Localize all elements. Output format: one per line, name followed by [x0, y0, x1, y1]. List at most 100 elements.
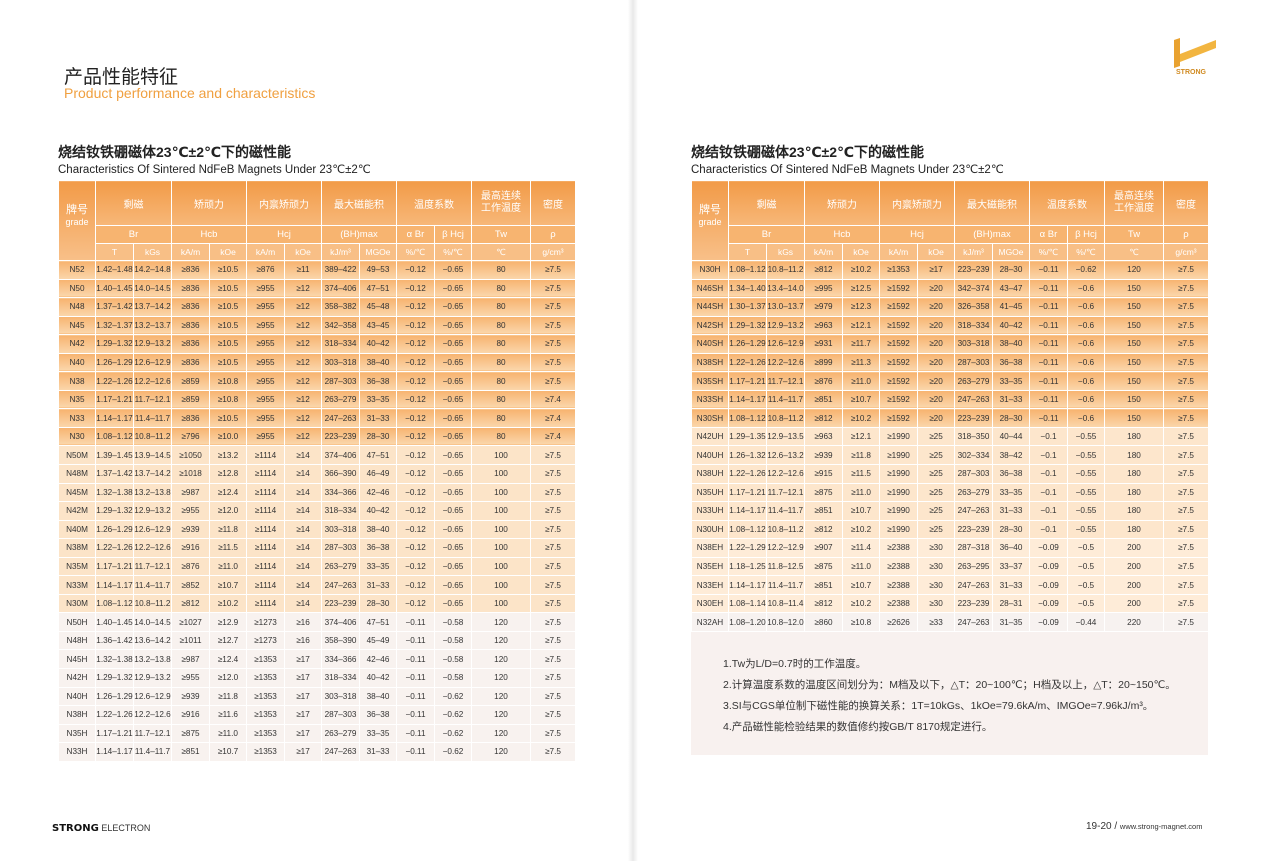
value-cell: 223–239: [321, 426, 360, 447]
value-cell: ≥10.8: [842, 612, 880, 632]
value-cell: −0.11: [1029, 260, 1068, 280]
value-cell: 33–35: [359, 723, 397, 744]
value-cell: ≥7.5: [1163, 371, 1209, 391]
value-cell: −0.12: [396, 519, 435, 540]
value-cell: 13.4–14.0: [766, 278, 805, 299]
value-cell: −0.1: [1029, 482, 1068, 503]
value-cell: ≥20: [917, 389, 955, 410]
group-header: 剩磁: [95, 180, 172, 226]
value-cell: ≥30: [917, 593, 955, 614]
value-cell: 1.32–1.37: [95, 315, 134, 336]
value-cell: ≥7.5: [1163, 464, 1209, 484]
value-cell: −0.44: [1067, 612, 1105, 632]
value-cell: 31–33: [359, 742, 397, 762]
value-cell: ≥10.5: [209, 315, 247, 336]
group-header: 内禀矫顽力: [879, 180, 955, 226]
value-cell: 14.2–14.8: [133, 260, 172, 280]
value-cell: ≥916: [171, 705, 210, 725]
value-cell: ≥11.7: [842, 334, 880, 354]
value-cell: 1.22–1.26: [728, 352, 767, 373]
value-cell: −0.11: [1029, 371, 1068, 391]
value-cell: −0.65: [434, 260, 472, 280]
grade-cell: N35H: [58, 723, 96, 744]
value-cell: 28–30: [992, 519, 1030, 540]
grade-cell: N50M: [58, 445, 96, 466]
value-cell: −0.55: [1067, 464, 1105, 484]
symbol-header: Hcb: [171, 225, 247, 244]
grade-cell: N30M: [58, 593, 96, 614]
value-cell: ≥2388: [879, 538, 918, 558]
value-cell: −0.6: [1067, 297, 1105, 317]
value-cell: 80: [471, 408, 531, 428]
group-header: 内禀矫顽力: [246, 180, 322, 226]
value-cell: ≥11.5: [842, 464, 880, 484]
value-cell: 1.08–1.14: [728, 593, 767, 614]
value-cell: 1.29–1.32: [95, 668, 134, 688]
group-header: 密度: [1163, 180, 1209, 226]
value-cell: −0.11: [1029, 278, 1068, 299]
value-cell: ≥7.5: [530, 501, 576, 521]
value-cell: 326–358: [954, 297, 993, 317]
value-cell: ≥836: [171, 334, 210, 354]
value-cell: 12.6–12.9: [133, 519, 172, 540]
value-cell: ≥14: [284, 482, 322, 503]
value-cell: ≥1592: [879, 371, 918, 391]
value-cell: ≥14: [284, 464, 322, 484]
value-cell: ≥20: [917, 371, 955, 391]
unit-header: kGs: [766, 243, 805, 261]
value-cell: 11.4–11.7: [766, 575, 805, 595]
value-cell: −0.6: [1067, 408, 1105, 428]
value-cell: ≥963: [804, 315, 843, 336]
value-cell: 12.9–13.2: [133, 668, 172, 688]
value-cell: ≥7.5: [1163, 297, 1209, 317]
value-cell: 13.6–14.2: [133, 630, 172, 651]
unit-header: kA/m: [246, 243, 285, 261]
value-cell: ≥30: [917, 575, 955, 595]
table-row: N32AH 1.08–1.20 10.8–12.0 ≥860 ≥10.8 ≥2626 ≥33…: [691, 612, 1209, 632]
table-row: N38M 1.22–1.26 12.2–12.6 ≥916 ≥11.5 ≥1114 ≥14 2…: [58, 538, 576, 558]
value-cell: −0.62: [434, 686, 472, 707]
value-cell: ≥7.4: [530, 426, 576, 447]
value-cell: 318–334: [954, 315, 993, 336]
value-cell: 1.34–1.40: [728, 278, 767, 299]
value-cell: ≥13.2: [209, 445, 247, 466]
table-row: N48M 1.37–1.42 13.7–14.2 ≥1018 ≥12.8 ≥1114 ≥14…: [58, 464, 576, 484]
value-cell: ≥7.5: [1163, 501, 1209, 521]
unit-header: ℃: [471, 243, 531, 261]
value-cell: ≥14: [284, 556, 322, 577]
value-cell: ≥7.5: [1163, 352, 1209, 373]
table-row: N38 1.22–1.26 12.2–12.6 ≥859 ≥10.8 ≥955 ≥12 287…: [58, 371, 576, 391]
value-cell: ≥11.0: [209, 556, 247, 577]
value-cell: ≥16: [284, 612, 322, 632]
value-cell: −0.12: [396, 315, 435, 336]
grade-cell: N50: [58, 278, 96, 299]
value-cell: ≥7.5: [1163, 278, 1209, 299]
value-cell: ≥7.5: [530, 630, 576, 651]
magnet-properties-table-left: 牌号 grade 剩磁 矫顽力 内禀矫顽力 最大磁能积 温度系数 最高连续工作温度 密度 Br Hc…: [58, 180, 576, 762]
value-cell: ≥12: [284, 334, 322, 354]
value-cell: 31–35: [992, 612, 1030, 632]
value-cell: 1.14–1.17: [728, 501, 767, 521]
value-cell: −0.65: [434, 389, 472, 410]
value-cell: ≥1990: [879, 482, 918, 503]
grade-cell: N45: [58, 315, 96, 336]
value-cell: 1.37–1.42: [95, 297, 134, 317]
value-cell: 12.2–12.6: [133, 705, 172, 725]
value-cell: ≥7.5: [530, 612, 576, 632]
value-cell: ≥995: [804, 278, 843, 299]
value-cell: 120: [1104, 260, 1164, 280]
value-cell: 223–239: [954, 260, 993, 280]
value-cell: 12.9–13.2: [133, 501, 172, 521]
value-cell: ≥1011: [171, 630, 210, 651]
value-cell: ≥12.1: [842, 315, 880, 336]
value-cell: 287–303: [321, 371, 360, 391]
value-cell: ≥12: [284, 297, 322, 317]
value-cell: −0.65: [434, 482, 472, 503]
value-cell: 12.6–13.2: [766, 445, 805, 466]
value-cell: ≥12: [284, 408, 322, 428]
value-cell: ≥7.5: [530, 686, 576, 707]
value-cell: 1.17–1.21: [728, 482, 767, 503]
value-cell: −0.62: [1067, 260, 1105, 280]
value-cell: −0.12: [396, 408, 435, 428]
value-cell: −0.12: [396, 426, 435, 447]
